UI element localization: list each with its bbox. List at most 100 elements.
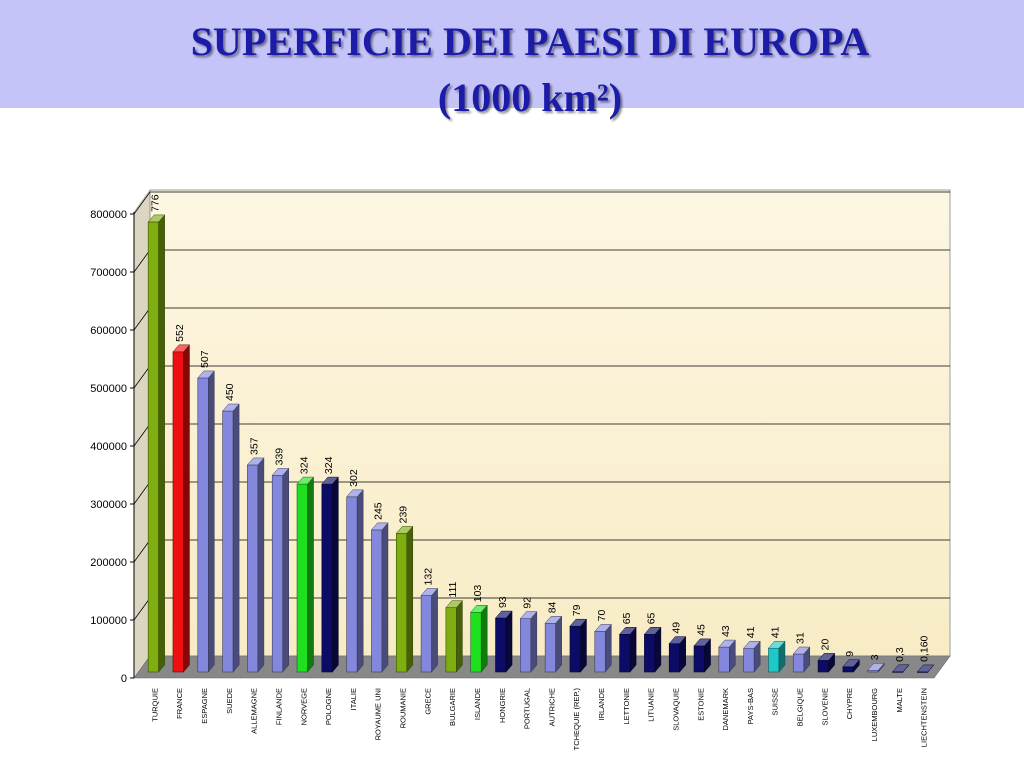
chart-title: SUPERFICIE DEI PAESI DI EUROPA <box>190 19 870 64</box>
bar <box>271 467 290 673</box>
bars <box>147 214 935 673</box>
category-label: ISLANDE <box>473 688 482 720</box>
chart-back-wall <box>149 189 951 657</box>
gridline-diag <box>133 307 151 331</box>
bar <box>494 610 513 673</box>
value-label: 552 <box>174 324 186 342</box>
value-label: 324 <box>323 456 335 474</box>
y-tick-label: 800000 <box>90 209 127 221</box>
bar <box>420 587 439 673</box>
bar <box>619 626 637 673</box>
value-label: 507 <box>199 350 211 368</box>
bar <box>172 344 191 673</box>
value-label: 245 <box>373 502 385 520</box>
bar <box>147 214 166 673</box>
value-label: 324 <box>298 456 310 474</box>
gridline-diag <box>133 191 151 215</box>
chart-subtitle: (1000 km²) <box>437 75 623 120</box>
y-tick-label: 600000 <box>90 325 127 337</box>
category-label: CHYPRE <box>845 688 854 719</box>
category-label: LUXEMBOURG <box>870 688 879 742</box>
title-band <box>0 0 1024 108</box>
gridline-diag <box>133 597 151 621</box>
category-label: FINLANDE <box>274 688 283 725</box>
bar <box>445 599 463 673</box>
bar <box>767 640 786 673</box>
value-label: 41 <box>745 626 757 638</box>
bar <box>246 457 265 673</box>
category-label: PORTUGAL <box>523 688 532 729</box>
bar <box>693 638 712 673</box>
bar <box>470 604 488 673</box>
gridline-diag <box>133 423 151 447</box>
category-label: TURQUIE <box>150 688 159 722</box>
gridline-diag <box>133 481 151 505</box>
bar <box>370 522 389 673</box>
value-label: 357 <box>249 437 261 455</box>
bar <box>792 646 811 673</box>
value-label: 93 <box>497 596 509 608</box>
category-label: IRLANDE <box>597 688 606 721</box>
bar <box>817 652 836 673</box>
category-label: AUTRICHE <box>547 688 556 726</box>
bar <box>544 615 563 673</box>
value-label: 65 <box>646 612 658 624</box>
category-label: BELGIQUE <box>796 688 805 726</box>
value-label: 20 <box>819 639 831 651</box>
value-label: 0,3 <box>894 647 906 662</box>
value-label: 339 <box>273 448 285 466</box>
category-label: NORVEGE <box>299 688 308 725</box>
category-label: LIECHTENSTEIN <box>920 688 929 747</box>
y-tick-label: 0 <box>121 673 127 685</box>
category-label: FRANCE <box>175 688 184 719</box>
category-label: PAYS-BAS <box>746 688 755 724</box>
value-label: 41 <box>770 626 782 638</box>
value-label: 9 <box>844 651 856 657</box>
category-label: DANEMARK <box>721 688 730 731</box>
bar <box>222 403 240 673</box>
category-label: ALLEMAGNE <box>250 688 259 734</box>
value-label: 3 <box>869 654 881 660</box>
y-axis-ticks: 0 100000 200000 300000 400000 500000 600000 700… <box>90 209 134 685</box>
value-label: 49 <box>670 622 682 634</box>
category-label: ROYAUME UNI <box>374 688 383 740</box>
category-label: MALTE <box>895 688 904 712</box>
bar <box>197 370 215 673</box>
y-tick-label: 100000 <box>90 615 127 627</box>
value-label: 79 <box>571 604 583 616</box>
category-label: HONGRIE <box>498 688 507 723</box>
value-label: 31 <box>795 632 807 644</box>
bar <box>519 610 538 673</box>
category-label: ITALIE <box>349 688 358 710</box>
bar <box>842 659 860 673</box>
value-label: 132 <box>422 568 434 586</box>
category-label: ESTONIE <box>696 688 705 721</box>
category-label: SUEDE <box>225 688 234 714</box>
bar <box>346 489 364 673</box>
value-label: 70 <box>596 610 608 622</box>
value-label: 43 <box>720 625 732 637</box>
gridline-diag <box>133 365 151 389</box>
value-label: 65 <box>621 612 633 624</box>
category-label: BULGARIE <box>448 688 457 726</box>
category-label: ROUMANIE <box>399 688 408 728</box>
category-label: TCHEQUIE (REP.) <box>572 688 581 751</box>
category-label: LITUANIE <box>647 688 656 722</box>
value-label: 776 <box>149 194 161 212</box>
bar <box>743 640 761 673</box>
chart-side-wall <box>133 189 151 679</box>
value-label: 239 <box>398 506 410 524</box>
value-label: 84 <box>546 601 558 613</box>
gridline-diag <box>133 249 151 273</box>
bar <box>594 623 612 673</box>
y-tick-label: 400000 <box>90 441 127 453</box>
y-tick-label: 200000 <box>90 557 127 569</box>
bar <box>569 618 588 673</box>
category-label: SLOVAQUIE <box>671 688 680 731</box>
bar <box>891 664 910 673</box>
value-label: 45 <box>695 624 707 636</box>
value-label: 92 <box>522 597 534 609</box>
y-tick-label: 500000 <box>90 383 127 395</box>
bar <box>321 476 339 673</box>
